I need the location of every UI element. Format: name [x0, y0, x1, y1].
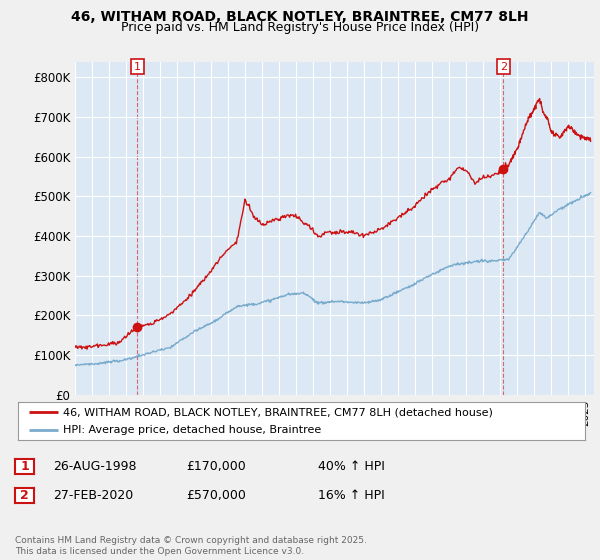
Text: Price paid vs. HM Land Registry's House Price Index (HPI): Price paid vs. HM Land Registry's House …	[121, 21, 479, 34]
Text: 2: 2	[20, 489, 29, 502]
Text: 1: 1	[20, 460, 29, 473]
Text: 1: 1	[134, 62, 141, 72]
Text: 16% ↑ HPI: 16% ↑ HPI	[318, 489, 385, 502]
Text: Contains HM Land Registry data © Crown copyright and database right 2025.
This d: Contains HM Land Registry data © Crown c…	[15, 536, 367, 556]
Text: £570,000: £570,000	[186, 489, 246, 502]
Text: 46, WITHAM ROAD, BLACK NOTLEY, BRAINTREE, CM77 8LH (detached house): 46, WITHAM ROAD, BLACK NOTLEY, BRAINTREE…	[64, 407, 493, 417]
Text: HPI: Average price, detached house, Braintree: HPI: Average price, detached house, Brai…	[64, 425, 322, 435]
Text: 2: 2	[500, 62, 507, 72]
Text: 40% ↑ HPI: 40% ↑ HPI	[318, 460, 385, 473]
Text: 46, WITHAM ROAD, BLACK NOTLEY, BRAINTREE, CM77 8LH: 46, WITHAM ROAD, BLACK NOTLEY, BRAINTREE…	[71, 10, 529, 24]
Text: 27-FEB-2020: 27-FEB-2020	[53, 489, 133, 502]
Text: 26-AUG-1998: 26-AUG-1998	[53, 460, 136, 473]
Text: £170,000: £170,000	[186, 460, 246, 473]
